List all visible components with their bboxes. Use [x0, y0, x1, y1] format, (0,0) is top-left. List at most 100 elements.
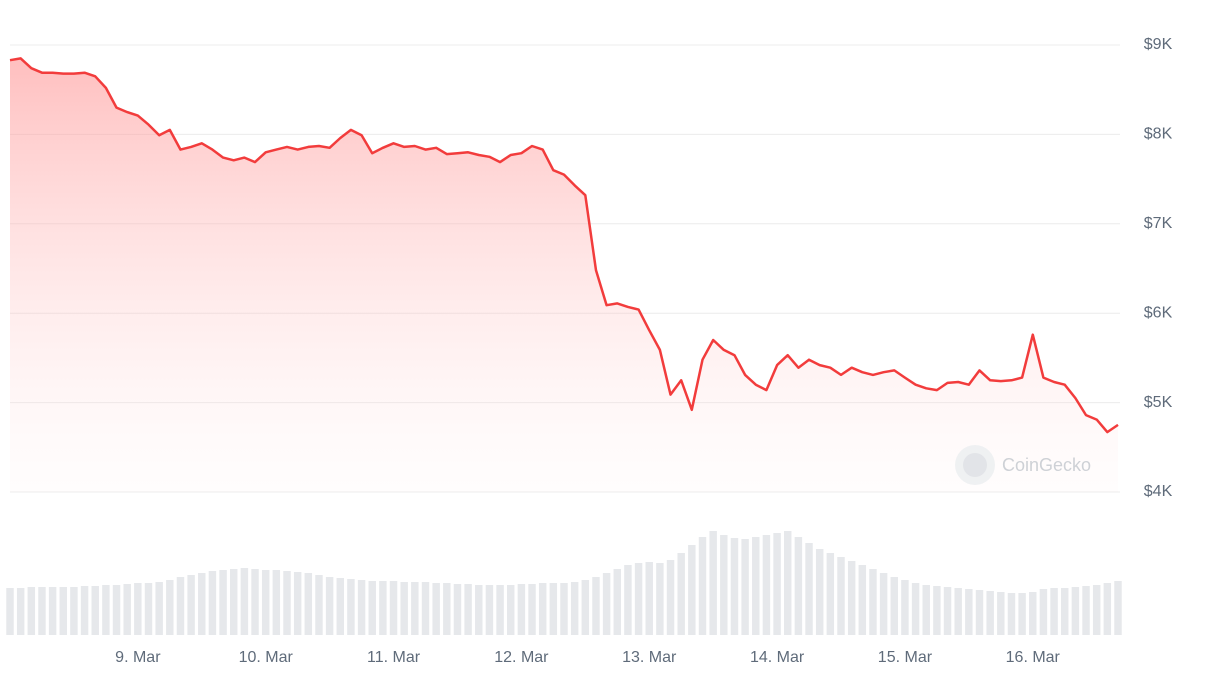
volume-bar: [240, 568, 249, 635]
volume-bar: [1029, 592, 1037, 635]
volume-bar: [1050, 588, 1058, 635]
volume-bar: [954, 588, 962, 635]
volume-bar: [112, 585, 121, 635]
volume-bar: [901, 580, 909, 635]
volume-bar: [666, 560, 675, 635]
volume-bar: [59, 587, 67, 635]
volume-bar: [464, 584, 472, 635]
volume-bar: [837, 557, 845, 635]
volume-bar: [507, 585, 515, 635]
volume-bar: [411, 582, 419, 635]
volume-bar: [890, 577, 898, 635]
volume-bar: [176, 577, 185, 635]
volume-bar: [709, 531, 717, 635]
volume-bar: [965, 589, 973, 635]
watermark: CoinGecko: [955, 445, 1091, 485]
volume-bar: [624, 565, 632, 635]
x-tick-label: 12. Mar: [494, 649, 549, 666]
volume-bar: [70, 587, 78, 635]
watermark-text: CoinGecko: [1002, 455, 1091, 475]
volume-bar: [283, 571, 291, 635]
volume-bar: [80, 586, 89, 635]
volume-bar: [272, 570, 281, 635]
volume-bar: [805, 543, 813, 635]
volume-bar: [602, 573, 611, 635]
volume-bar: [144, 583, 153, 635]
volume-bar: [922, 585, 930, 635]
volume-bar: [538, 583, 547, 635]
y-tick-label: $4K: [1144, 483, 1173, 500]
volume-bar: [155, 582, 163, 635]
volume-bar: [208, 571, 217, 635]
volume-bar: [933, 586, 941, 635]
volume-bar: [847, 561, 856, 635]
volume-bar: [773, 533, 781, 635]
volume-bar: [293, 572, 302, 635]
volume-bar: [368, 581, 376, 635]
volume-bar: [1092, 585, 1101, 635]
price-area: [10, 58, 1118, 493]
x-tick-label: 9. Mar: [115, 649, 161, 666]
volume-bar: [91, 586, 99, 635]
volume-bar: [698, 537, 707, 635]
volume-bar: [1039, 589, 1048, 635]
volume-bar: [1114, 581, 1122, 635]
volume-bar: [102, 585, 110, 635]
volume-bar: [123, 584, 131, 635]
volume-bar: [379, 581, 387, 635]
volume-bar: [975, 590, 984, 635]
volume-bar: [688, 545, 696, 635]
volume-bar: [645, 562, 653, 635]
volume-bar: [219, 570, 227, 635]
volume-bar: [315, 575, 323, 635]
x-tick-label: 16. Mar: [1006, 649, 1061, 666]
volume-bar: [496, 585, 504, 635]
volume-bar: [1103, 583, 1112, 635]
volume-bar: [48, 587, 57, 635]
volume-bar: [592, 577, 600, 635]
volume-bar: [517, 584, 526, 635]
volume-bar: [879, 573, 888, 635]
volume-bar: [815, 549, 824, 635]
volume-bar: [911, 583, 920, 635]
volume-bar: [858, 565, 867, 635]
volume-bar: [1018, 593, 1026, 635]
volume-bar: [325, 577, 334, 635]
volume-bar: [581, 580, 590, 635]
volume-bar: [453, 584, 462, 635]
volume-bar: [826, 553, 835, 635]
volume-bar: [251, 569, 259, 635]
volume-bar: [336, 578, 344, 635]
volume-bar: [304, 573, 313, 635]
volume-bar: [634, 563, 643, 635]
volume-bar: [752, 537, 760, 635]
volume-bar: [27, 587, 36, 635]
x-tick-label: 14. Mar: [750, 649, 805, 666]
volume-bar: [432, 583, 440, 635]
volume-bar: [357, 580, 366, 635]
volume-bar: [187, 575, 195, 635]
volume-bar: [1082, 586, 1090, 635]
x-tick-label: 15. Mar: [878, 649, 933, 666]
volume-bar: [549, 583, 558, 635]
volume-bar: [347, 579, 355, 635]
volume-bar: [166, 580, 174, 635]
x-tick-label: 10. Mar: [239, 649, 294, 666]
x-tick-label: 13. Mar: [622, 649, 677, 666]
volume-bar: [6, 588, 14, 635]
volume-bar: [943, 587, 952, 635]
y-tick-label: $8K: [1144, 126, 1173, 143]
volume-bar: [528, 584, 536, 635]
y-tick-label: $7K: [1144, 215, 1173, 232]
price-line: [9, 57, 1119, 434]
volume-bar: [134, 583, 142, 635]
volume-bar: [400, 582, 408, 635]
volume-bar: [475, 585, 483, 635]
y-tick-label: $6K: [1144, 304, 1173, 321]
volume-bar: [570, 582, 579, 635]
volume-bar: [443, 583, 451, 635]
volume-bar: [1007, 593, 1016, 635]
volume-bar: [677, 553, 685, 635]
volume-bar: [198, 573, 206, 635]
